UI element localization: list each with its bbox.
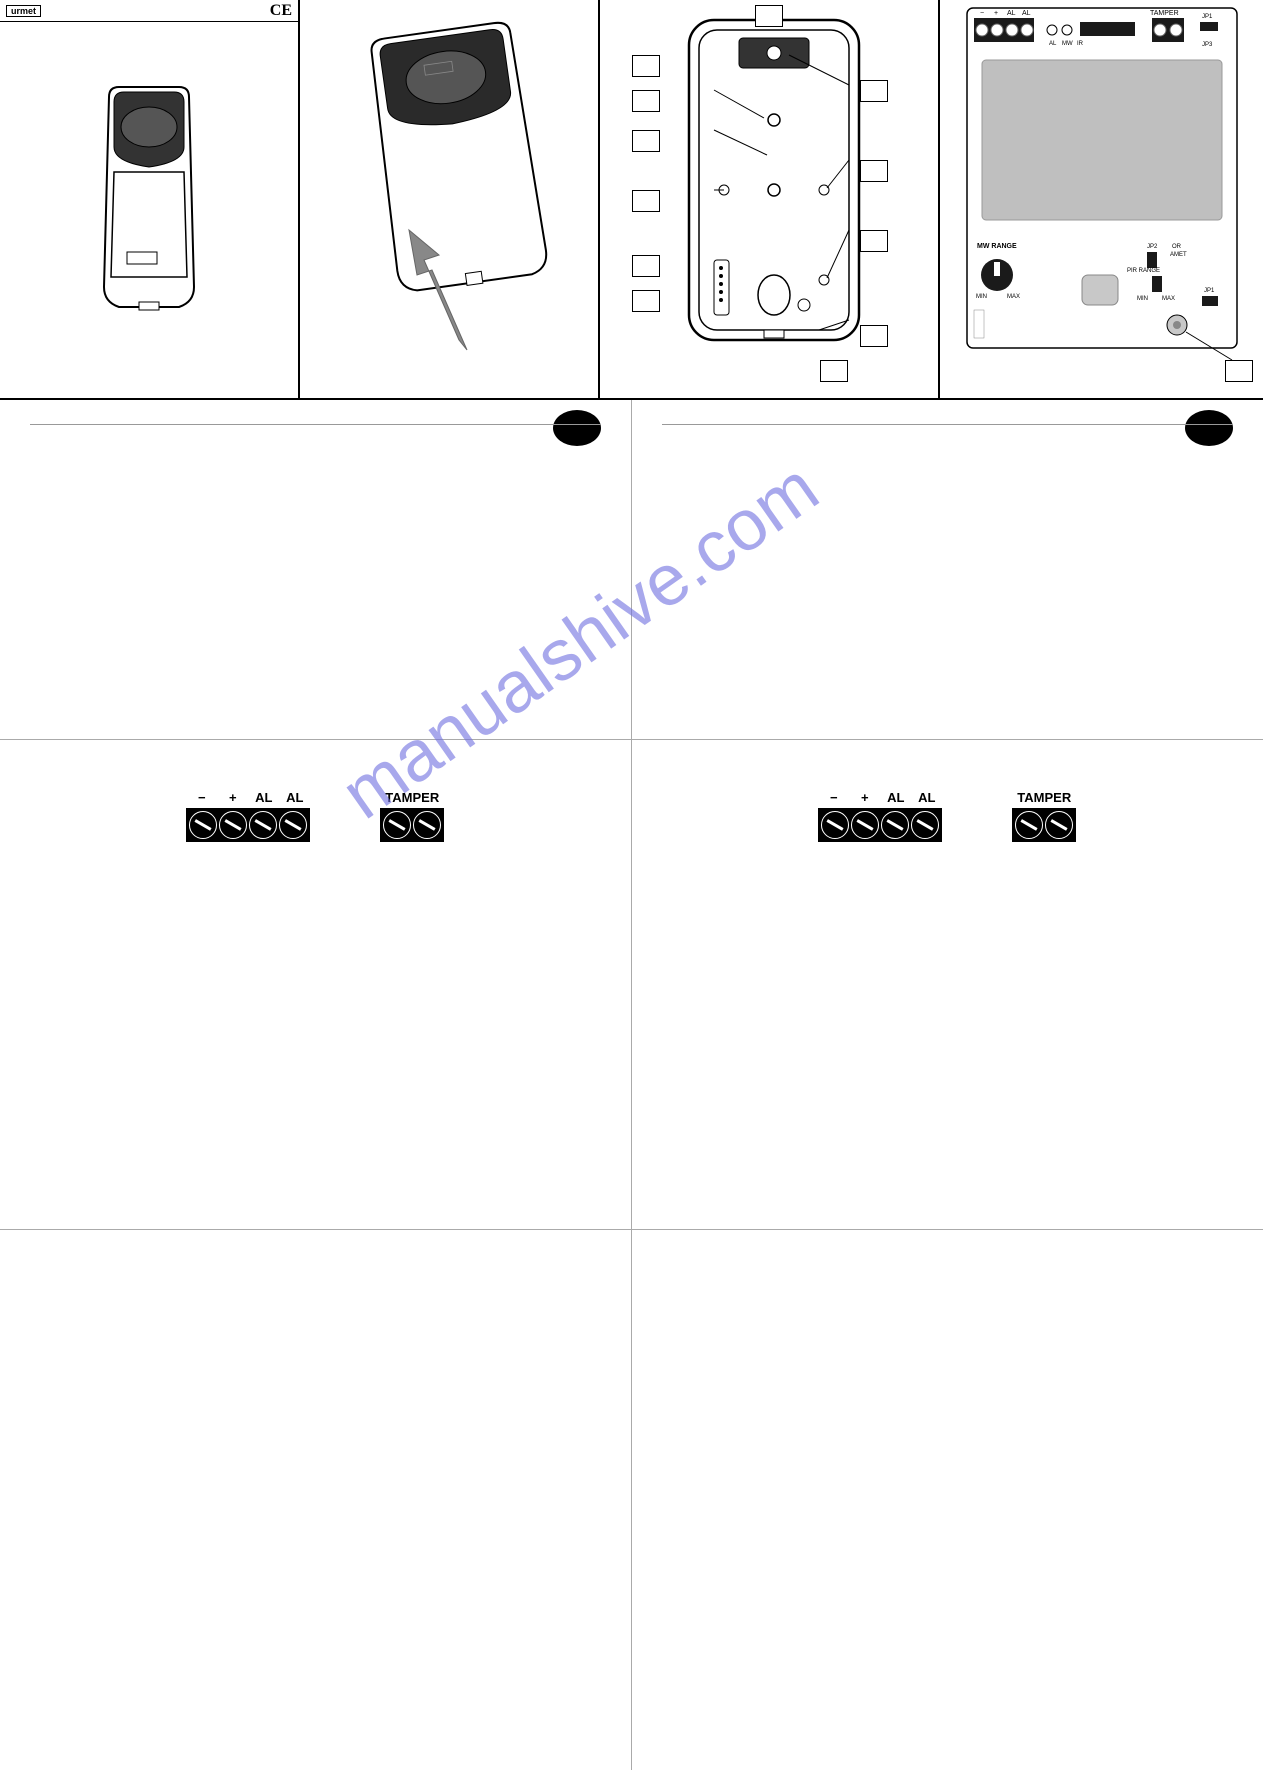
pcb-mwrange-label: MW RANGE: [977, 243, 1017, 250]
terminal-labels: − + AL AL: [186, 790, 310, 805]
screw-icon: [219, 811, 247, 839]
screw-icon: [383, 811, 411, 839]
screw-icon: [911, 811, 939, 839]
terminal-labels: − + AL AL: [818, 790, 942, 805]
divider: [662, 424, 1234, 425]
pcb-pirrange-label: PIR RANGE: [1127, 268, 1160, 274]
figure-cell-4: − + AL AL AL MW IR TAMPER JP1 JP3 MW RANGE MI…: [940, 0, 1263, 398]
section-r1: [632, 400, 1263, 740]
terminal-label: TAMPER: [380, 790, 444, 805]
callout-box: [632, 90, 660, 112]
page-container: manualshive.com urmet CE: [0, 0, 1263, 1770]
svg-text:JP3: JP3: [1202, 42, 1213, 48]
svg-text:AL: AL: [1022, 10, 1031, 17]
figure-cell-2: [300, 0, 600, 398]
ce-mark: CE: [270, 2, 292, 20]
callout-box: [820, 360, 848, 382]
figure-row: urmet CE: [0, 0, 1263, 400]
section-r2: − + AL AL: [632, 740, 1263, 1230]
right-column: − + AL AL: [632, 400, 1263, 1770]
tamper-terminal: TAMPER: [380, 790, 444, 842]
screw-icon: [1015, 811, 1043, 839]
terminal-strip: [380, 808, 444, 842]
detector-arrow-svg: [319, 0, 579, 360]
svg-text:+: +: [994, 10, 998, 17]
wiring-base-view: [600, 0, 938, 360]
pcb-minus-label: −: [980, 10, 984, 17]
screw-icon: [413, 811, 441, 839]
terminal-diagram-left: − + AL AL: [30, 790, 601, 842]
terminal-labels: TAMPER: [1012, 790, 1076, 805]
terminal-strip: [1012, 808, 1076, 842]
terminal-label: AL: [279, 790, 310, 805]
pcb-al-label: AL: [1007, 10, 1016, 17]
product-front-view: [0, 22, 298, 382]
section-l2: − + AL AL: [0, 740, 631, 1230]
terminal-label: +: [849, 790, 880, 805]
callout-box: [632, 130, 660, 152]
terminal-label: AL: [911, 790, 942, 805]
brand-logo: urmet: [6, 5, 41, 17]
svg-text:AL: AL: [1049, 41, 1057, 47]
svg-text:MAX: MAX: [1007, 294, 1020, 300]
wiring-svg: [619, 0, 919, 370]
pcb-tamper-label: TAMPER: [1150, 10, 1179, 17]
section-l3: [0, 1230, 631, 1770]
terminal-label: AL: [880, 790, 911, 805]
section-l1: [0, 400, 631, 740]
svg-text:AMET: AMET: [1170, 252, 1187, 258]
terminal-label: AL: [248, 790, 279, 805]
callout-box: [632, 255, 660, 277]
callout-box: [632, 55, 660, 77]
svg-text:MIN: MIN: [976, 294, 987, 300]
terminal-label: TAMPER: [1012, 790, 1076, 805]
callout-box: [632, 190, 660, 212]
svg-text:JP2: JP2: [1147, 244, 1158, 250]
screw-icon: [1045, 811, 1073, 839]
callout-box: [1225, 360, 1253, 382]
screw-icon: [249, 811, 277, 839]
terminal-label: −: [818, 790, 849, 805]
section-r3: [632, 1230, 1263, 1770]
terminal-strip: [186, 808, 310, 842]
screw-icon: [881, 811, 909, 839]
svg-text:JP1: JP1: [1204, 288, 1215, 294]
header-bar: urmet CE: [0, 0, 298, 22]
callout-box: [860, 325, 888, 347]
terminal-strip: [818, 808, 942, 842]
pcb-view: − + AL AL AL MW IR TAMPER JP1 JP3 MW RANGE MI…: [940, 0, 1263, 360]
product-opening-view: [300, 0, 598, 360]
power-alarm-terminal: − + AL AL: [186, 790, 310, 842]
screw-icon: [189, 811, 217, 839]
callout-box: [860, 80, 888, 102]
callout-box: [860, 160, 888, 182]
svg-text:OR: OR: [1172, 244, 1182, 250]
tamper-terminal: TAMPER: [1012, 790, 1076, 842]
callout-box: [755, 5, 783, 27]
figure-cell-1: urmet CE: [0, 0, 300, 398]
svg-text:JP1: JP1: [1202, 14, 1213, 20]
main-content: − + AL AL: [0, 400, 1263, 1770]
terminal-diagram-right: − + AL AL: [662, 790, 1234, 842]
terminal-label: −: [186, 790, 217, 805]
detector-front-svg: [79, 77, 219, 327]
svg-text:MAX: MAX: [1162, 296, 1175, 302]
svg-text:IR: IR: [1077, 41, 1084, 47]
divider: [30, 424, 601, 425]
pcb-svg: − + AL AL AL MW IR TAMPER JP1 JP3 MW RANGE MI…: [952, 0, 1252, 370]
power-alarm-terminal: − + AL AL: [818, 790, 942, 842]
terminal-label: +: [217, 790, 248, 805]
callout-box: [632, 290, 660, 312]
left-column: − + AL AL: [0, 400, 632, 1770]
callout-box: [860, 230, 888, 252]
screw-icon: [851, 811, 879, 839]
svg-text:MW: MW: [1062, 41, 1073, 47]
terminal-labels: TAMPER: [380, 790, 444, 805]
screw-icon: [821, 811, 849, 839]
screw-icon: [279, 811, 307, 839]
figure-cell-3: [600, 0, 940, 398]
svg-text:MIN: MIN: [1137, 296, 1148, 302]
